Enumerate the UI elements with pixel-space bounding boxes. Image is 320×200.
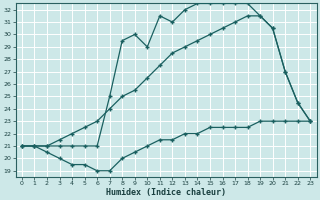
X-axis label: Humidex (Indice chaleur): Humidex (Indice chaleur) (106, 188, 226, 197)
